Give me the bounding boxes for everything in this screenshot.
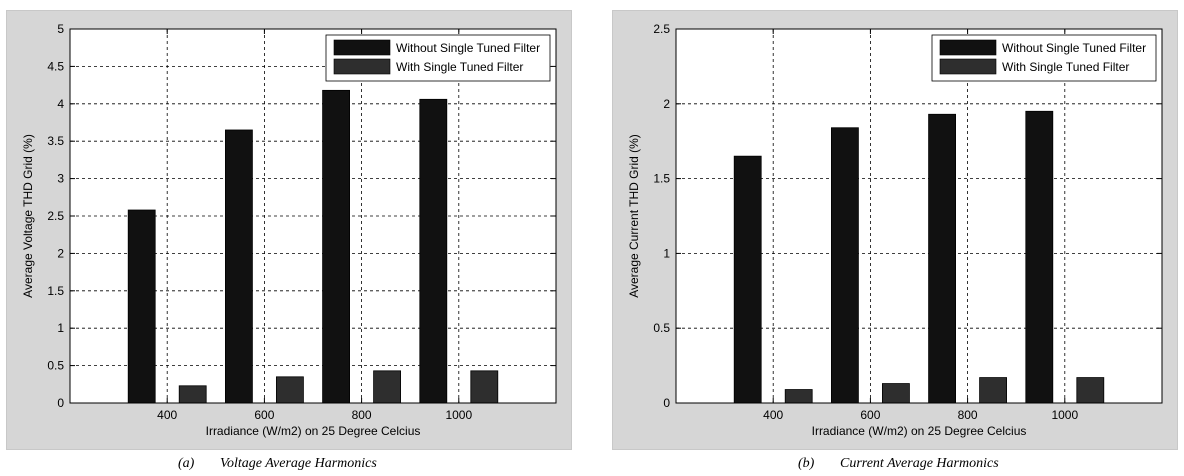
chart-1-legend-label-0: Without Single Tuned Filter [1002, 41, 1146, 55]
chart-1-xtick-label-800: 800 [958, 408, 978, 422]
chart-0-ytick-label-0: 0 [57, 396, 64, 410]
chart-1-legend-swatch-0 [940, 40, 996, 55]
chart-0-ytick-label-5: 2.5 [47, 209, 64, 223]
chart-1-xtick-label-400: 400 [763, 408, 783, 422]
chart-0-ytick-label-1: 0.5 [47, 359, 64, 373]
chart-0-y-axis-label: Average Voltage THD Grid (%) [21, 134, 35, 298]
chart-1-bar-s0-600 [831, 128, 858, 403]
chart-0-bar-s1-1000 [471, 371, 498, 403]
chart-1-ytick-label-3: 1.5 [653, 172, 670, 186]
chart-0-bar-s0-400 [128, 210, 155, 403]
chart-1-bar-s1-800 [980, 378, 1007, 403]
caption-voltage-label: (a) [178, 456, 220, 472]
chart-0-ytick-label-10: 5 [57, 22, 64, 36]
chart-0-ytick-label-3: 1.5 [47, 284, 64, 298]
caption-voltage-text: Voltage Average Harmonics [220, 456, 377, 471]
chart-0-ytick-label-6: 3 [57, 172, 64, 186]
chart-0-legend-swatch-0 [334, 40, 390, 55]
chart-0-ytick-label-2: 1 [57, 321, 64, 335]
chart-0-bar-s1-800 [374, 371, 401, 403]
chart-0-legend-swatch-1 [334, 59, 390, 74]
chart-0-bar-s0-800 [323, 90, 350, 403]
caption-current-text: Current Average Harmonics [840, 456, 999, 471]
caption-voltage: (a) Voltage Average Harmonics [178, 456, 377, 472]
chart-1-bar-s0-400 [734, 156, 761, 403]
chart-1-ytick-label-4: 2 [663, 97, 670, 111]
chart-1-bar-s0-800 [929, 114, 956, 403]
current-chart-panel: 0 0.5 1 1.5 2 2.5 400 600 800 1000 Irradiance (W/m… [612, 10, 1178, 450]
caption-current-label: (b) [798, 456, 840, 472]
chart-1-bar-s1-600 [882, 384, 909, 403]
chart-1-x-axis-label: Irradiance (W/m2) on 25 Degree Celcius [812, 424, 1027, 438]
chart-0-bar-s0-1000 [420, 99, 447, 403]
chart-0-xtick-label-800: 800 [352, 408, 372, 422]
chart-0-ytick-label-9: 4.5 [47, 59, 64, 73]
chart-1-xtick-label-600: 600 [860, 408, 880, 422]
chart-0-ytick-label-8: 4 [57, 97, 64, 111]
chart-0-xtick-label-1000: 1000 [445, 408, 472, 422]
voltage-chart-panel: 0 0.5 1 1.5 2 2.5 3 3.5 4 4.5 5 400 600 800 1000 Irradi… [6, 10, 572, 450]
chart-1-ytick-label-1: 0.5 [653, 321, 670, 335]
chart-0-bar-s1-600 [276, 377, 303, 403]
chart-0-x-axis-label: Irradiance (W/m2) on 25 Degree Celcius [206, 424, 421, 438]
chart-0-bar-s1-400 [179, 386, 206, 403]
chart-1-y-axis-label: Average Current THD Grid (%) [627, 134, 641, 298]
current-thd-chart: 0 0.5 1 1.5 2 2.5 400 600 800 1000 Irradiance (W/m… [613, 11, 1179, 451]
chart-1-bar-s0-1000 [1026, 111, 1053, 403]
chart-0-xtick-label-400: 400 [157, 408, 177, 422]
chart-0-ytick-label-7: 3.5 [47, 134, 64, 148]
chart-1-xtick-label-1000: 1000 [1051, 408, 1078, 422]
chart-1-ytick-label-2: 1 [663, 246, 670, 260]
voltage-thd-chart: 0 0.5 1 1.5 2 2.5 3 3.5 4 4.5 5 400 600 800 1000 Irradi… [7, 11, 573, 451]
chart-0-ytick-label-4: 2 [57, 246, 64, 260]
chart-1-legend-swatch-1 [940, 59, 996, 74]
chart-1-bar-s1-400 [785, 390, 812, 403]
chart-1-ytick-label-0: 0 [663, 396, 670, 410]
chart-0-legend: Without Single Tuned Filter With Single T… [326, 35, 550, 81]
chart-1-legend: Without Single Tuned Filter With Single T… [932, 35, 1156, 81]
chart-1-ytick-label-5: 2.5 [653, 22, 670, 36]
chart-1-legend-label-1: With Single Tuned Filter [1002, 60, 1129, 74]
chart-0-legend-label-1: With Single Tuned Filter [396, 60, 523, 74]
chart-0-bar-s0-600 [225, 130, 252, 403]
chart-0-xtick-label-600: 600 [254, 408, 274, 422]
chart-1-bar-s1-1000 [1077, 378, 1104, 403]
caption-current: (b) Current Average Harmonics [798, 456, 999, 472]
chart-0-legend-label-0: Without Single Tuned Filter [396, 41, 540, 55]
